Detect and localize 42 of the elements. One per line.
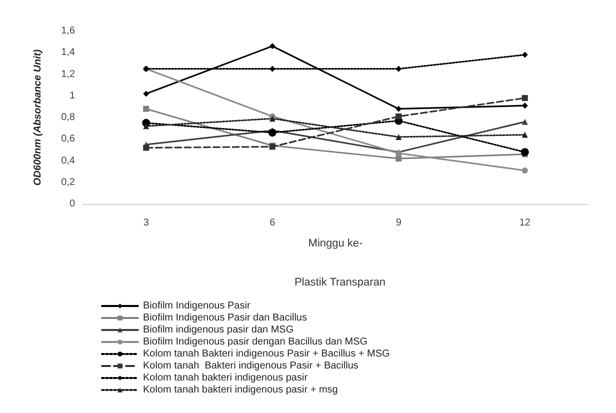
y-axis-title: OD600nm (Absorbance Unit) [32, 48, 44, 186]
point [143, 106, 150, 112]
point [522, 132, 528, 138]
y-tick-label: 0,6 [61, 134, 76, 145]
x-tick-label: 3 [143, 218, 150, 228]
point [522, 118, 528, 125]
point [396, 113, 402, 120]
x-tick-label: 6 [270, 218, 276, 228]
y-tick-label: 1 [69, 90, 76, 102]
legend-label: Biofilm Indigenous pasir dengan Bacillus dan MSG [143, 336, 368, 348]
point [143, 144, 150, 151]
point [522, 167, 528, 174]
point [269, 66, 276, 72]
point [269, 116, 276, 122]
point [522, 52, 528, 58]
y-tick-label: 0,4 [61, 155, 76, 166]
y-tick-label: 0,8 [61, 112, 76, 123]
text: Plastik Transparan [294, 276, 386, 288]
x-axis-title: Minggu ke- [308, 238, 364, 250]
y-tick-label: 0,2 [61, 176, 76, 188]
legend-label: Biofilm Indigenous Pasir dan Bacillus [143, 312, 307, 324]
point [143, 90, 150, 97]
legend-label: Biofilm Indigenous Pasir [143, 300, 251, 312]
point [396, 156, 402, 162]
point [143, 123, 150, 130]
legend-label: Kolom tanah bakteri indigenous pasir + msg [143, 384, 338, 396]
point [396, 134, 402, 140]
point [396, 66, 402, 72]
y-tick-label: 0 [69, 198, 76, 210]
point [269, 43, 276, 50]
legend-label: Kolom tanah Bakteri indigenous Pasir + Bacillus + MSG [143, 348, 390, 360]
legend-label: Kolom tanah bakteri indigenous pasir [143, 372, 308, 384]
x-tick-label: 12 [519, 218, 531, 228]
y-tick-label: 1,6 [61, 26, 76, 36]
x-tick-label: 9 [396, 218, 402, 228]
y-tick-label: 1,4 [61, 47, 76, 58]
point [522, 95, 528, 102]
point [268, 128, 276, 137]
point [520, 148, 529, 156]
y-tick-label: 1,2 [61, 68, 76, 80]
legend-label: Kolom tanah Bakteri indigenous Pasir + Bacillus [143, 360, 358, 372]
legend-label: Biofilm indigenous pasir dan MSG [143, 324, 294, 336]
